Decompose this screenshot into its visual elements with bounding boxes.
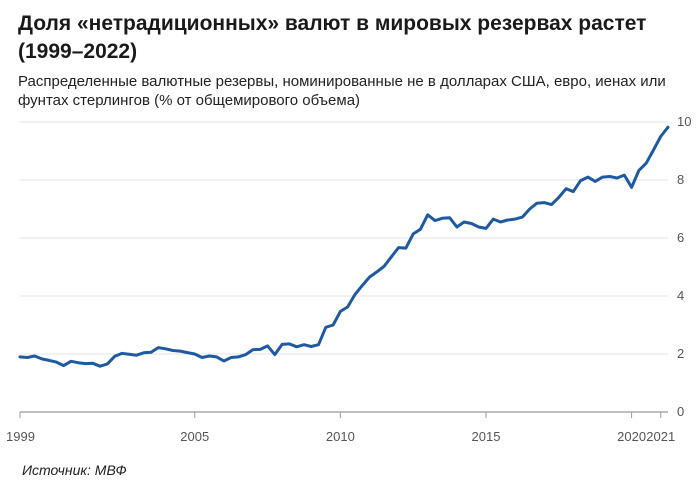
y-tick-label: 6 <box>677 230 684 245</box>
y-tick-label: 4 <box>677 288 684 303</box>
y-tick-label: 10 <box>677 114 691 129</box>
chart-title: Доля «нетрадиционных» валют в мировых ре… <box>18 12 647 63</box>
x-tick-label: 2021 <box>646 429 675 444</box>
x-tick-label: 2020 <box>617 429 646 444</box>
gridlines <box>20 121 668 413</box>
series-line <box>18 125 670 368</box>
y-tick-label: 8 <box>677 172 684 187</box>
y-axis: 0 2 4 6 8 10 <box>677 114 691 419</box>
x-axis: 1999 2005 2010 2015 2020 2021 <box>6 412 675 444</box>
x-tick-label: 2010 <box>326 429 355 444</box>
chart-subtitle: Распределенные валютные резервы, номинир… <box>18 73 666 109</box>
y-tick-label: 0 <box>677 404 684 419</box>
source-note: Источник: МВФ <box>22 462 127 478</box>
y-tick-label: 2 <box>677 346 684 361</box>
x-tick-label: 2005 <box>180 429 209 444</box>
x-tick-label: 2015 <box>472 429 501 444</box>
x-tick-label: 1999 <box>6 429 35 444</box>
series-group <box>18 125 670 368</box>
